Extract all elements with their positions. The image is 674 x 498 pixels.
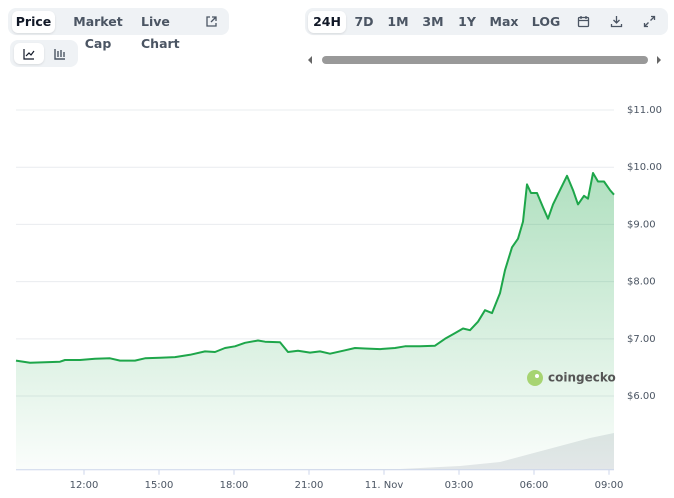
expand-icon[interactable] bbox=[643, 15, 656, 28]
download-icon[interactable] bbox=[610, 15, 623, 28]
price-area bbox=[16, 173, 614, 470]
y-tick-label: $8.00 bbox=[627, 277, 656, 288]
external-icon bbox=[206, 16, 217, 27]
y-tick-label: $6.00 bbox=[627, 391, 656, 402]
line-icon bbox=[23, 49, 35, 60]
range-group: 24H 7D 1M 3M 1Y Max LOG bbox=[305, 8, 668, 35]
range[interactable]: LOG bbox=[531, 14, 561, 29]
y-tick-label: $7.00 bbox=[627, 334, 656, 345]
tab-group: Price Market Cap Live Chart bbox=[8, 8, 229, 51]
price-line bbox=[15, 172, 615, 364]
x-tick-label: 18:00 bbox=[220, 480, 249, 491]
range[interactable]: Max bbox=[489, 14, 519, 29]
x-tick-label: 11. Nov bbox=[365, 480, 404, 491]
watermark-text: coingecko bbox=[548, 371, 616, 385]
range[interactable]: 1Y bbox=[458, 14, 476, 29]
y-tick-label: $11.00 bbox=[627, 105, 662, 116]
y-tick-label: $10.00 bbox=[627, 162, 662, 173]
tab[interactable]: Live Chart bbox=[141, 14, 180, 51]
y-tick-label: $9.00 bbox=[627, 219, 656, 230]
x-tick-label: 12:00 bbox=[70, 480, 99, 491]
x-tick-label: 09:00 bbox=[595, 480, 624, 491]
x-tick-label: 21:00 bbox=[295, 480, 324, 491]
calendar-icon[interactable] bbox=[577, 15, 590, 28]
tab[interactable]: Market Cap bbox=[73, 14, 123, 51]
candle-icon[interactable] bbox=[54, 48, 66, 60]
watermark: coingecko bbox=[527, 370, 616, 386]
scrollbar[interactable] bbox=[305, 52, 669, 68]
x-tick-label: 15:00 bbox=[145, 480, 174, 491]
view-group bbox=[10, 40, 78, 67]
x-tick-label: 03:00 bbox=[445, 480, 474, 491]
range[interactable]: 3M bbox=[422, 14, 444, 29]
tab[interactable]: Price bbox=[12, 11, 55, 33]
x-tick-label: 06:00 bbox=[520, 480, 549, 491]
range[interactable]: 24H bbox=[308, 11, 346, 33]
range[interactable]: 7D bbox=[354, 14, 374, 29]
range[interactable]: 1M bbox=[387, 14, 409, 29]
